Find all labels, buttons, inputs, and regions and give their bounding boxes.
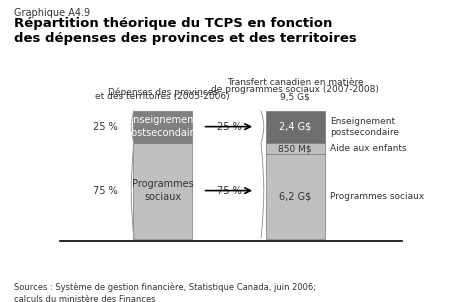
Bar bbox=[133, 111, 192, 143]
Text: Répartition théorique du TCPS en fonction
des dépenses des provinces et des terr: Répartition théorique du TCPS en fonctio… bbox=[14, 17, 356, 45]
Text: Enseignement
postsecondaire: Enseignement postsecondaire bbox=[330, 117, 399, 137]
Text: Transfert canadien en matière: Transfert canadien en matière bbox=[227, 79, 364, 87]
Text: Dépenses des provinces: Dépenses des provinces bbox=[108, 87, 218, 97]
Text: Programmes sociaux: Programmes sociaux bbox=[330, 192, 424, 201]
Text: 9,5 G$: 9,5 G$ bbox=[280, 92, 310, 101]
Text: Aide aux enfants: Aide aux enfants bbox=[330, 144, 407, 153]
Text: 75 %: 75 % bbox=[216, 186, 241, 196]
Bar bbox=[133, 143, 192, 239]
Text: 2,4 G$: 2,4 G$ bbox=[279, 122, 311, 132]
Bar bbox=[266, 143, 325, 154]
Bar bbox=[266, 154, 325, 239]
Text: Programmes
sociaux: Programmes sociaux bbox=[132, 179, 194, 202]
Text: Enseignement
postsecondaire: Enseignement postsecondaire bbox=[126, 115, 200, 138]
Text: 25 %: 25 % bbox=[93, 122, 117, 132]
Text: 75 %: 75 % bbox=[93, 186, 117, 196]
Text: et des territoires (2005-2006): et des territoires (2005-2006) bbox=[95, 92, 230, 101]
Text: 6,2 G$: 6,2 G$ bbox=[279, 191, 311, 201]
Text: Sources : Système de gestion financière, Statistique Canada, juin 2006;
calculs : Sources : Système de gestion financière,… bbox=[14, 282, 315, 302]
Text: 850 M$: 850 M$ bbox=[279, 144, 312, 153]
Text: de programmes sociaux (2007-2008): de programmes sociaux (2007-2008) bbox=[211, 85, 379, 94]
Text: 25 %: 25 % bbox=[216, 122, 241, 132]
Bar bbox=[266, 111, 325, 143]
Text: Graphique A4.9: Graphique A4.9 bbox=[14, 8, 90, 18]
